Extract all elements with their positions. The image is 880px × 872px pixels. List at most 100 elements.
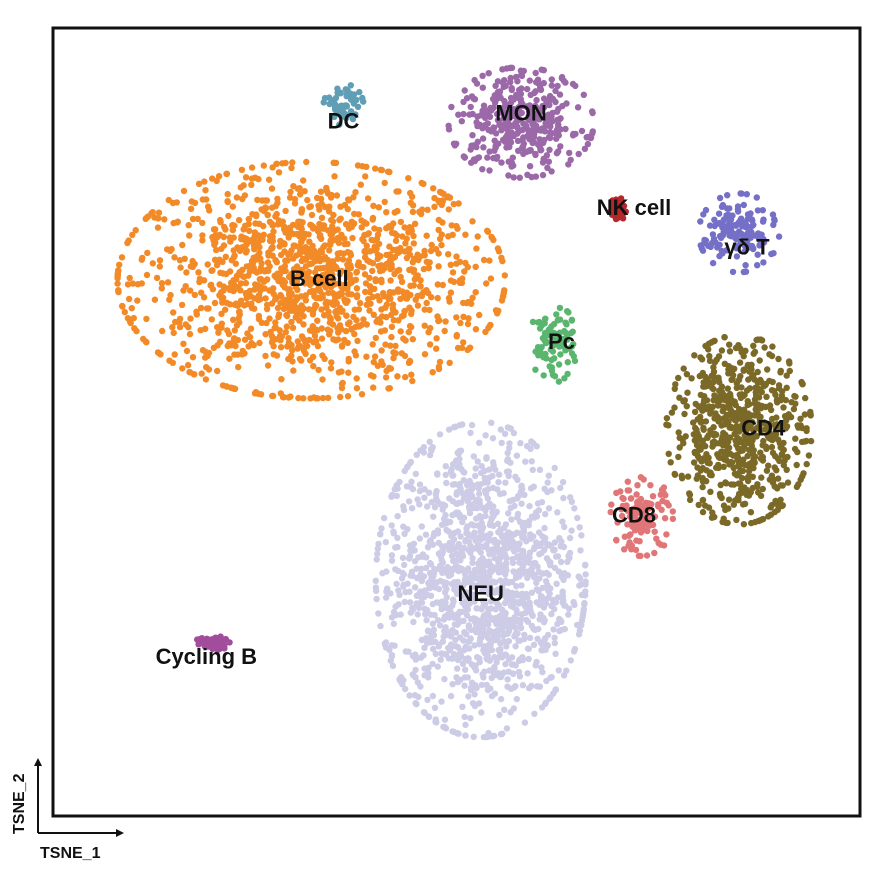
point [512,643,519,650]
point [724,385,731,392]
point [404,293,411,301]
point [766,402,774,409]
point [411,276,418,283]
point [327,365,335,372]
point [187,205,195,212]
point [242,174,250,181]
point [374,316,382,323]
point [408,266,415,273]
point [266,315,273,322]
point [119,303,126,310]
point [660,484,668,491]
point [784,453,791,461]
point [347,262,354,269]
point [161,216,168,223]
point [318,325,325,332]
point [454,225,461,232]
point [445,251,452,258]
point [350,194,357,201]
point [406,357,414,365]
point [343,93,350,100]
point [485,70,492,77]
point [360,98,367,105]
point [118,254,126,261]
point [386,292,393,300]
point [221,223,228,231]
point [533,96,540,104]
point [464,481,471,489]
point [158,280,166,287]
point [114,275,121,282]
point [647,482,654,489]
point [581,599,588,607]
point [373,245,380,252]
point [675,374,682,382]
point [217,216,224,224]
point [556,304,564,312]
point [544,164,551,171]
point [236,247,244,255]
point [314,395,321,402]
point [272,336,279,343]
point [319,394,327,402]
point [481,474,488,482]
point [795,481,802,488]
point [409,377,416,385]
point [329,218,337,225]
point [555,117,562,124]
point [680,398,687,405]
point [520,560,528,568]
point [472,682,479,689]
point [425,580,432,587]
point [288,307,295,314]
point [315,225,322,232]
point [171,254,178,261]
point [488,128,495,135]
point [520,120,527,127]
point [378,262,385,269]
point [736,469,743,476]
point [149,260,156,267]
point [390,317,397,324]
plot-frame [51,26,862,818]
point [402,373,409,381]
point [777,397,784,404]
point [170,219,177,227]
point [211,299,219,307]
point [302,339,309,346]
point [241,336,249,343]
point [250,342,257,349]
point [465,638,472,645]
point [363,301,370,308]
point [471,691,478,698]
point [335,336,342,343]
point [382,538,389,546]
point [460,617,467,625]
point [229,226,236,234]
point [353,285,361,292]
point [311,332,319,340]
point [457,533,464,540]
point [516,673,524,680]
point [786,367,793,375]
point [468,661,476,668]
point [233,194,241,201]
point [493,659,500,666]
point [260,278,268,285]
point [502,577,509,584]
point [697,218,704,225]
point [364,231,371,238]
point [774,501,781,508]
point [742,347,749,354]
point [390,354,397,362]
point [447,289,455,296]
point [630,519,637,526]
point [723,247,730,254]
point [421,351,429,358]
point [235,216,243,224]
point [486,641,493,648]
point [465,547,472,554]
point [535,588,542,595]
point [461,570,468,577]
point [485,485,492,493]
